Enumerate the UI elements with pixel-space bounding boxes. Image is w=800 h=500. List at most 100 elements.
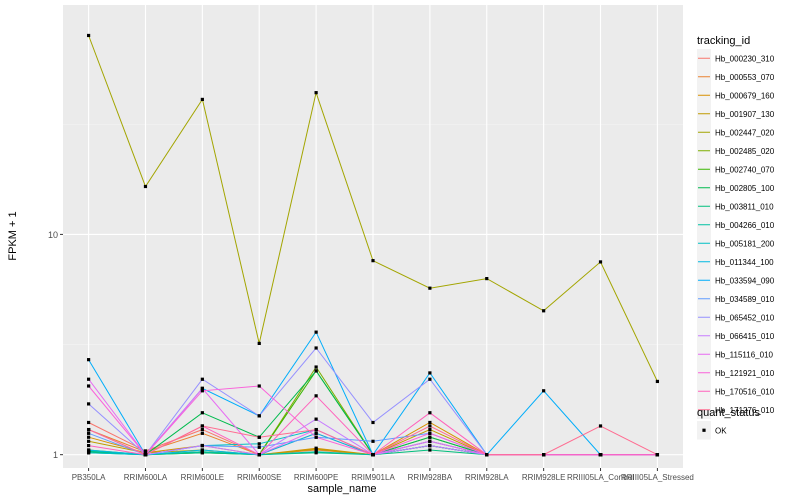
x-axis-title: sample_name — [307, 483, 376, 495]
legend-label: Hb_004266_010 — [715, 221, 775, 230]
data-point — [371, 420, 375, 425]
x-tick-label: RRIM928LA — [465, 473, 509, 482]
legend-label: Hb_115116_010 — [715, 350, 774, 359]
x-tick-label: RRIM600PE — [294, 473, 338, 482]
data-point — [86, 358, 91, 362]
data-point — [371, 439, 375, 443]
data-point — [314, 435, 318, 439]
data-point — [428, 439, 432, 443]
data-point — [143, 453, 148, 457]
legend-label: Hb_002447_020 — [715, 128, 775, 137]
legend-label: Hb_171276_010 — [715, 406, 775, 415]
data-point — [86, 377, 91, 381]
data-point — [428, 448, 432, 452]
data-point — [200, 411, 204, 415]
data-point — [598, 453, 603, 457]
data-point — [428, 411, 432, 415]
data-point — [257, 453, 261, 457]
data-point — [542, 389, 546, 393]
data-point — [200, 97, 204, 102]
data-point — [314, 369, 318, 373]
data-point — [86, 402, 91, 406]
x-tick-label: RRIM928LE — [522, 473, 566, 482]
data-point — [200, 443, 204, 448]
data-point — [314, 447, 318, 451]
data-point — [257, 445, 261, 449]
data-point — [371, 259, 375, 263]
legend-label: Hb_121921_010 — [715, 369, 775, 378]
x-tick-label: RRIII05LA_Control — [567, 473, 634, 482]
legend-label: Hb_002805_100 — [715, 184, 775, 193]
data-point — [314, 431, 318, 435]
data-point — [143, 184, 148, 189]
data-point — [200, 431, 204, 435]
data-point — [428, 371, 432, 375]
data-point — [314, 91, 318, 95]
data-point — [428, 443, 432, 448]
data-point — [200, 389, 204, 393]
x-tick-label: PB350LA — [72, 473, 106, 482]
data-point — [200, 427, 204, 432]
x-tick-label: RRIM901LA — [351, 473, 395, 482]
legend-label: Hb_011344_100 — [715, 258, 774, 267]
data-point — [428, 435, 432, 439]
data-point — [485, 453, 489, 457]
data-point — [200, 424, 204, 428]
data-point — [314, 346, 318, 350]
shape-legend-swatch — [702, 428, 706, 432]
legend-label: Hb_000553_070 — [715, 73, 775, 82]
x-tick-label: RRIM600LE — [181, 473, 225, 482]
data-point — [257, 435, 261, 439]
data-point — [428, 424, 432, 428]
legend-label: Hb_001907_130 — [715, 110, 775, 119]
x-tick-label: RRIII05LA_Stressed — [621, 473, 694, 482]
data-point — [314, 450, 318, 454]
data-point — [257, 341, 261, 346]
data-point — [314, 330, 318, 334]
data-point — [655, 379, 660, 384]
data-point — [86, 431, 91, 435]
data-point — [86, 420, 91, 425]
data-point — [86, 443, 91, 448]
legend-label: Hb_065452_010 — [715, 313, 775, 322]
legend-label: Hb_034589_010 — [715, 295, 775, 304]
data-point — [428, 420, 432, 425]
data-point — [314, 394, 318, 398]
legend-title: tracking_id — [697, 35, 750, 47]
data-point — [598, 424, 603, 428]
data-point — [86, 427, 91, 432]
data-point — [371, 453, 375, 457]
legend-label: Hb_033594_090 — [715, 276, 775, 285]
data-point — [200, 448, 204, 452]
data-point — [200, 450, 204, 454]
y-tick-label: 1 — [53, 450, 58, 460]
data-point — [86, 448, 91, 452]
data-point — [86, 435, 91, 439]
data-point — [428, 431, 432, 435]
data-point — [428, 286, 432, 290]
data-point — [485, 276, 489, 281]
x-tick-label: RRIM600SE — [237, 473, 281, 482]
legend-label: Hb_170516_010 — [715, 387, 775, 396]
legend-label: Hb_003811_010 — [715, 202, 774, 211]
legend-label: Hb_002485_020 — [715, 147, 775, 156]
data-point — [314, 365, 318, 369]
x-tick-label: RRIM928BA — [408, 473, 453, 482]
data-point — [314, 417, 318, 421]
data-point — [655, 453, 660, 457]
data-point — [257, 442, 261, 446]
legend-label: Hb_002740_070 — [715, 165, 775, 174]
data-point — [314, 427, 318, 432]
x-tick-label: RRIM600LA — [124, 473, 168, 482]
data-point — [200, 386, 204, 390]
legend-label: Hb_005181_200 — [715, 239, 775, 248]
y-axis-title: FPKM + 1 — [7, 211, 19, 260]
data-point — [542, 453, 546, 457]
legend-label: Hb_000230_310 — [715, 54, 775, 63]
data-point — [86, 33, 91, 38]
data-point — [86, 439, 91, 443]
data-points — [86, 33, 660, 457]
y-axis: 1 10 — [48, 230, 63, 460]
data-point — [257, 384, 261, 388]
